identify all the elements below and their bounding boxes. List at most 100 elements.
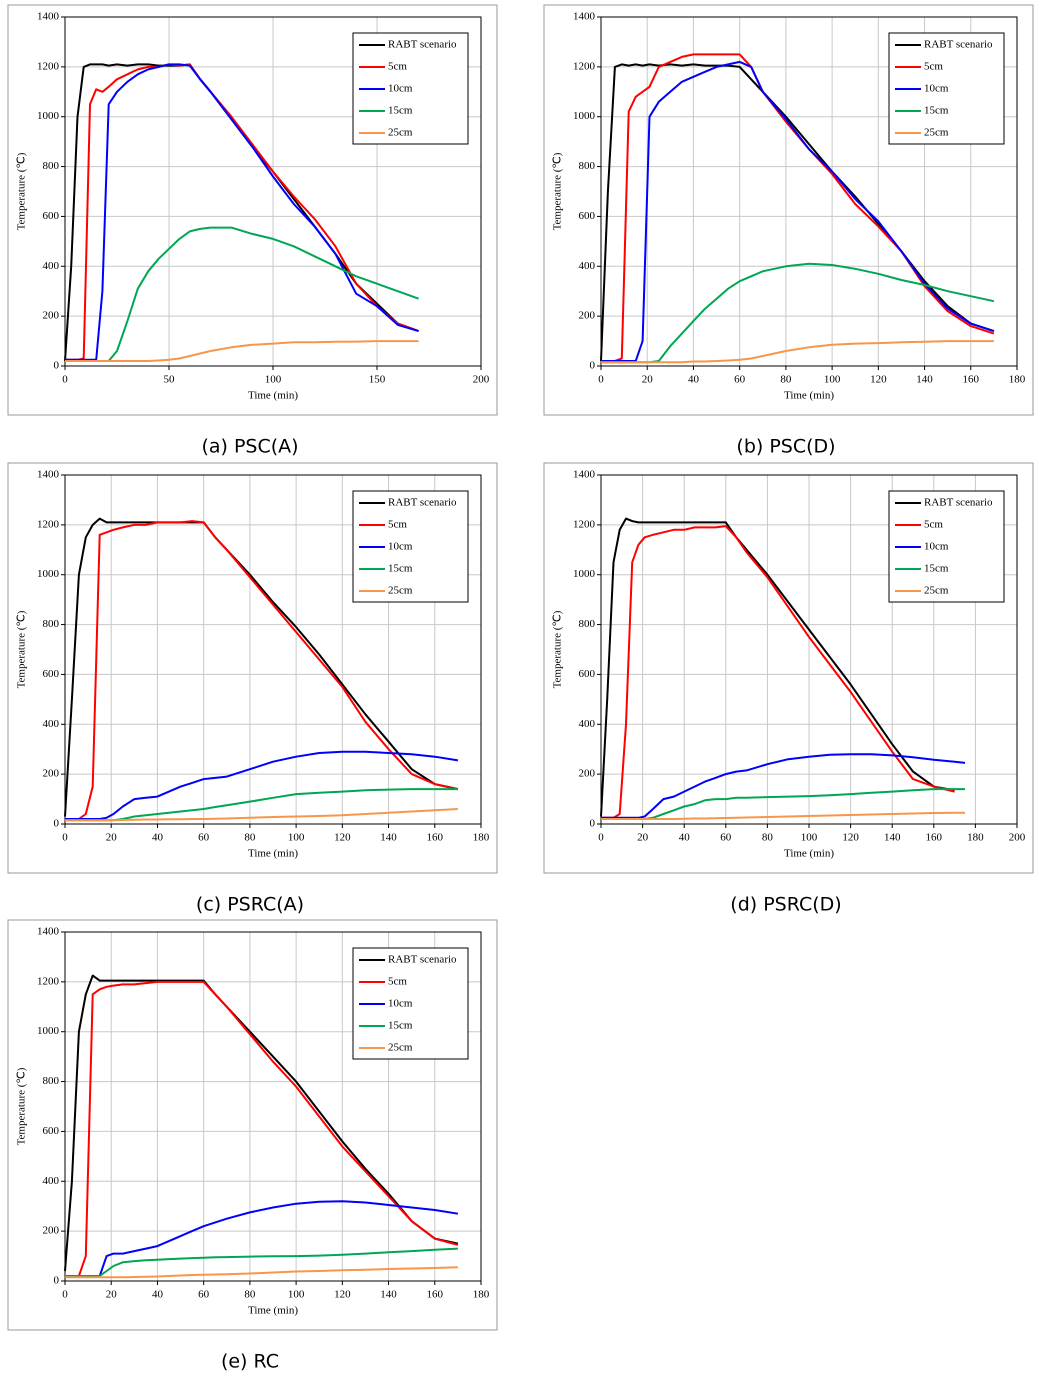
y-tick-label: 400	[43, 1175, 60, 1187]
plot-area	[64, 474, 482, 825]
panel-frame	[7, 4, 498, 416]
y-tick-label: 600	[43, 668, 60, 680]
y-tick-label: 600	[43, 210, 60, 222]
x-tick-label: 80	[780, 374, 792, 386]
legend-label: 10cm	[388, 541, 413, 553]
y-tick-label: 400	[43, 718, 60, 730]
series-line	[64, 974, 459, 1272]
x-tick-label: 120	[870, 374, 887, 386]
x-tick-label: 200	[473, 374, 490, 386]
x-axis-label: Time (min)	[248, 1305, 298, 1317]
legend-label: RABT scenario	[924, 497, 993, 509]
y-tick-label: 1000	[37, 568, 60, 580]
x-tick-label: 20	[642, 374, 654, 386]
series-line	[601, 262, 995, 364]
x-axis-label: Time (min)	[248, 848, 298, 860]
y-tick-label: 1400	[573, 469, 596, 481]
y-tick-label: 1400	[37, 11, 60, 23]
caption: (a) PSC(A)	[201, 436, 298, 458]
legend-label: 10cm	[924, 541, 949, 553]
x-tick-label: 140	[380, 1289, 397, 1301]
y-tick-label: 200	[579, 310, 596, 322]
x-tick-label: 50	[164, 374, 176, 386]
caption: (d) PSRC(D)	[730, 894, 841, 916]
legend-label: 10cm	[388, 83, 413, 95]
y-tick-label: 1400	[37, 469, 60, 481]
y-tick-label: 800	[43, 618, 60, 630]
panel-frame	[543, 462, 1034, 874]
y-tick-label: 800	[43, 1075, 60, 1087]
series-line	[65, 1200, 459, 1277]
x-axis-label: Time (min)	[784, 848, 834, 860]
series-line	[601, 60, 995, 362]
y-tick-label: 1000	[37, 1025, 60, 1037]
x-tick-label: 180	[1009, 374, 1026, 386]
series-line	[65, 980, 459, 1277]
x-tick-label: 150	[369, 374, 386, 386]
x-tick-label: 140	[916, 374, 933, 386]
legend-label: RABT scenario	[388, 39, 457, 51]
x-tick-label: 40	[152, 1289, 164, 1301]
x-tick-label: 0	[62, 1289, 68, 1301]
x-tick-label: 60	[198, 1289, 210, 1301]
y-tick-label: 0	[54, 360, 60, 372]
legend-label: 5cm	[924, 61, 943, 73]
legend-label: 25cm	[924, 585, 949, 597]
x-tick-label: 40	[152, 832, 164, 844]
x-tick-label: 120	[334, 832, 351, 844]
y-tick-label: 1200	[37, 60, 60, 72]
x-tick-label: 160	[926, 832, 943, 844]
series-line	[601, 53, 995, 362]
x-tick-label: 0	[62, 832, 68, 844]
y-tick-label: 600	[43, 1125, 60, 1137]
caption: (b) PSC(D)	[736, 436, 835, 458]
series-line	[601, 811, 965, 820]
plot-area	[64, 931, 482, 1282]
x-tick-label: 160	[427, 832, 444, 844]
x-tick-label: 160	[963, 374, 980, 386]
legend-label: RABT scenario	[924, 39, 993, 51]
x-axis-label: Time (min)	[248, 390, 298, 402]
x-tick-label: 0	[598, 832, 604, 844]
y-tick-label: 400	[579, 718, 596, 730]
series-line	[65, 808, 458, 822]
y-tick-label: 1000	[573, 568, 596, 580]
y-axis-label: Temperature (℃)	[552, 152, 564, 230]
y-tick-label: 400	[43, 260, 60, 272]
x-axis-label: Time (min)	[784, 390, 834, 402]
x-tick-label: 180	[473, 832, 490, 844]
x-tick-label: 60	[720, 832, 732, 844]
x-tick-label: 100	[801, 832, 818, 844]
series-line	[601, 753, 966, 819]
x-tick-label: 200	[1009, 832, 1026, 844]
y-tick-label: 200	[579, 768, 596, 780]
x-tick-label: 80	[762, 832, 774, 844]
legend-label: 5cm	[388, 976, 407, 988]
series-line	[65, 1266, 458, 1279]
legend-label: 15cm	[388, 563, 413, 575]
plot-area	[600, 474, 1018, 825]
legend-label: 25cm	[388, 127, 413, 139]
y-tick-label: 1000	[37, 110, 60, 122]
y-tick-label: 200	[43, 1225, 60, 1237]
y-tick-label: 800	[579, 160, 596, 172]
x-tick-label: 0	[598, 374, 604, 386]
y-tick-label: 200	[43, 768, 60, 780]
legend-box	[352, 32, 469, 145]
series-line	[65, 340, 419, 362]
x-tick-label: 20	[106, 1289, 118, 1301]
x-tick-label: 100	[265, 374, 282, 386]
x-tick-label: 80	[244, 1289, 256, 1301]
y-tick-label: 800	[579, 618, 596, 630]
y-axis-label: Temperature (℃)	[16, 610, 28, 688]
y-tick-label: 600	[579, 668, 596, 680]
series-line	[65, 1247, 458, 1277]
legend-label: 25cm	[388, 585, 413, 597]
y-tick-label: 1200	[37, 518, 60, 530]
panel-frame	[543, 4, 1034, 416]
x-tick-label: 60	[734, 374, 746, 386]
y-axis-label: Temperature (℃)	[552, 610, 564, 688]
x-tick-label: 180	[967, 832, 984, 844]
plot-area	[600, 16, 1018, 367]
legend-label: 25cm	[924, 127, 949, 139]
